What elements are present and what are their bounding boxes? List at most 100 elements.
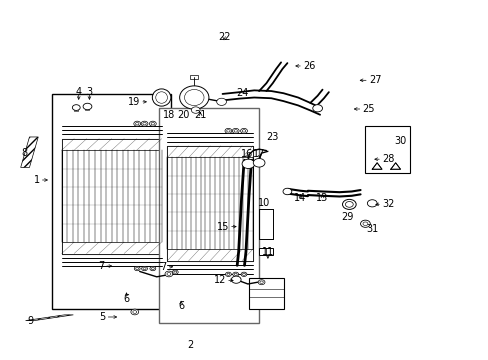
Circle shape	[141, 121, 148, 126]
Circle shape	[360, 220, 369, 227]
Circle shape	[166, 273, 170, 275]
Circle shape	[142, 266, 147, 271]
Circle shape	[149, 121, 156, 126]
Bar	[167, 146, 252, 261]
Ellipse shape	[179, 86, 208, 109]
Text: 1: 1	[34, 175, 40, 185]
Circle shape	[173, 271, 176, 273]
Text: 31: 31	[366, 225, 378, 234]
Circle shape	[151, 267, 154, 270]
Polygon shape	[371, 163, 381, 169]
Text: 3: 3	[86, 87, 92, 97]
Text: 8: 8	[21, 148, 27, 158]
Bar	[259, 248, 272, 255]
Circle shape	[253, 158, 264, 167]
Text: 27: 27	[368, 75, 381, 85]
Circle shape	[226, 273, 229, 275]
Ellipse shape	[152, 89, 170, 106]
Text: 22: 22	[217, 32, 230, 41]
Text: 4: 4	[76, 87, 81, 97]
Polygon shape	[25, 315, 73, 320]
Ellipse shape	[156, 92, 167, 103]
Bar	[61, 139, 161, 150]
Bar	[190, 75, 198, 78]
Circle shape	[225, 272, 231, 276]
Circle shape	[133, 311, 137, 314]
Text: 30: 30	[394, 136, 406, 145]
Bar	[232, 278, 240, 281]
Text: 6: 6	[123, 294, 129, 304]
Text: 32: 32	[381, 199, 394, 210]
Text: 18: 18	[163, 111, 175, 121]
Circle shape	[142, 122, 146, 125]
Circle shape	[342, 199, 355, 210]
Circle shape	[258, 280, 264, 285]
Circle shape	[232, 129, 239, 134]
Text: 7: 7	[98, 261, 104, 271]
Text: 9: 9	[27, 316, 33, 325]
Circle shape	[216, 98, 226, 105]
Circle shape	[131, 309, 139, 315]
Text: 13: 13	[316, 193, 328, 203]
Text: 11: 11	[261, 247, 273, 257]
Text: 26: 26	[303, 61, 315, 71]
Circle shape	[231, 276, 241, 283]
Bar	[365, 126, 409, 173]
Polygon shape	[20, 137, 38, 167]
Circle shape	[83, 103, 92, 110]
Circle shape	[232, 272, 238, 276]
Circle shape	[242, 130, 245, 132]
Circle shape	[150, 266, 156, 271]
Circle shape	[234, 130, 237, 132]
Bar	[249, 278, 284, 309]
Bar	[61, 139, 161, 253]
Circle shape	[283, 188, 291, 195]
Circle shape	[234, 273, 237, 275]
Bar	[85, 108, 89, 110]
Text: 19: 19	[128, 97, 140, 107]
Text: 2: 2	[187, 340, 194, 350]
Circle shape	[345, 202, 352, 207]
Circle shape	[72, 105, 80, 111]
Circle shape	[259, 281, 263, 283]
Circle shape	[151, 122, 154, 125]
Circle shape	[242, 159, 254, 168]
Text: 7: 7	[160, 262, 166, 272]
Text: 29: 29	[341, 212, 353, 221]
Polygon shape	[390, 163, 400, 169]
Ellipse shape	[184, 89, 203, 105]
Circle shape	[224, 129, 231, 134]
Text: 17: 17	[252, 149, 265, 159]
Bar	[52, 94, 171, 309]
Circle shape	[362, 222, 367, 226]
Circle shape	[164, 271, 172, 277]
Circle shape	[172, 270, 178, 274]
Bar	[159, 108, 259, 323]
Text: 25: 25	[362, 104, 374, 114]
Circle shape	[143, 267, 146, 270]
Text: 20: 20	[177, 111, 189, 121]
Circle shape	[134, 266, 140, 271]
Circle shape	[135, 122, 139, 125]
Circle shape	[226, 130, 230, 132]
Bar	[167, 249, 252, 261]
Circle shape	[134, 121, 141, 126]
Text: 21: 21	[194, 111, 206, 121]
Text: 24: 24	[235, 88, 248, 98]
Text: 5: 5	[99, 312, 105, 322]
Circle shape	[191, 107, 200, 113]
Text: 15: 15	[216, 222, 228, 231]
Text: 16: 16	[240, 149, 253, 159]
Circle shape	[366, 200, 376, 207]
Circle shape	[241, 272, 246, 276]
Text: 14: 14	[294, 193, 306, 203]
Text: 6: 6	[178, 301, 184, 311]
Text: 23: 23	[266, 132, 278, 142]
Bar	[61, 242, 161, 253]
Circle shape	[312, 105, 322, 112]
Text: 10: 10	[257, 198, 269, 208]
Circle shape	[136, 267, 139, 270]
Circle shape	[242, 273, 245, 275]
Bar	[74, 109, 78, 111]
Bar	[167, 146, 252, 157]
